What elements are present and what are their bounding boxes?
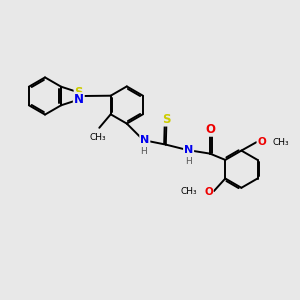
Text: O: O: [257, 137, 266, 147]
Text: O: O: [204, 187, 213, 197]
Text: S: S: [74, 86, 83, 99]
Text: CH₃: CH₃: [273, 138, 290, 147]
Text: S: S: [162, 112, 171, 126]
Text: CH₃: CH₃: [181, 187, 197, 196]
Text: N: N: [140, 135, 149, 145]
Text: H: H: [185, 157, 192, 166]
Text: CH₃: CH₃: [89, 133, 106, 142]
Text: O: O: [205, 123, 215, 136]
Text: N: N: [74, 93, 84, 106]
Text: N: N: [184, 145, 193, 155]
Text: H: H: [140, 147, 147, 156]
